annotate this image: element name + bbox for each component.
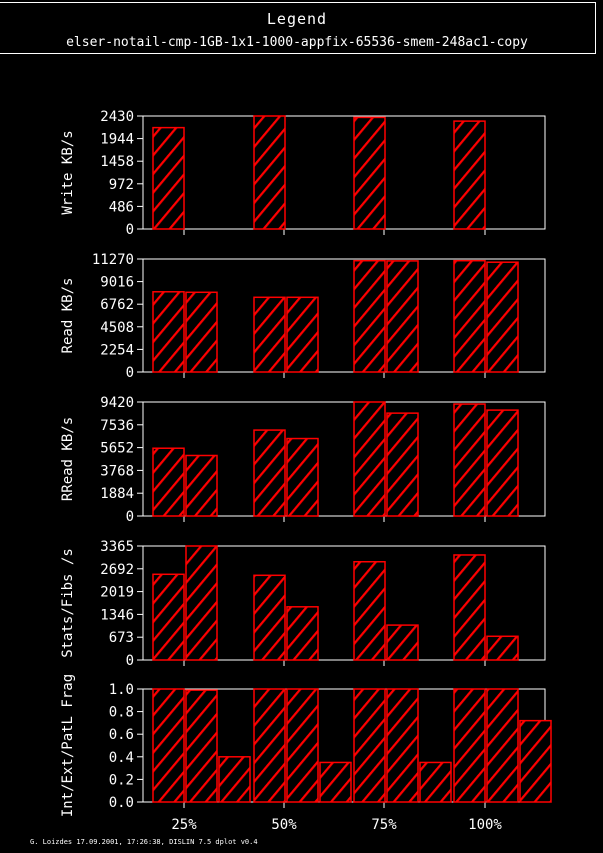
y-tick-label: 2254 xyxy=(100,342,134,358)
y-tick-label: 1884 xyxy=(100,486,134,502)
bar xyxy=(453,259,486,373)
bar xyxy=(286,296,319,373)
y-axis-label: Write KB/s xyxy=(60,130,76,214)
y-tick-label: 0 xyxy=(126,653,134,669)
y-tick-label: 2430 xyxy=(100,109,134,125)
bar xyxy=(519,719,552,803)
y-tick-label: 0.4 xyxy=(109,750,134,766)
bar xyxy=(286,688,319,803)
bar xyxy=(353,116,386,230)
bar xyxy=(185,454,218,517)
y-tick-label: 0 xyxy=(126,365,134,381)
bar xyxy=(152,688,185,803)
y-tick-label: 1.0 xyxy=(109,682,134,698)
y-tick-label: 0.2 xyxy=(109,772,134,788)
bar xyxy=(419,761,452,803)
bar xyxy=(486,635,519,661)
y-tick-label: 0.0 xyxy=(109,795,134,811)
x-tick-label: 75% xyxy=(371,817,397,833)
bar xyxy=(353,259,386,373)
bar xyxy=(386,260,419,373)
bar xyxy=(319,761,352,803)
bar xyxy=(253,429,286,517)
y-axis-label: Stats/Fibs /s xyxy=(60,548,76,658)
y-tick-label: 3365 xyxy=(100,539,134,555)
y-tick-label: 7536 xyxy=(100,418,134,434)
bar xyxy=(353,561,386,661)
plot-frame xyxy=(142,258,546,373)
bar xyxy=(486,261,519,373)
bar xyxy=(152,291,185,373)
bar xyxy=(453,554,486,661)
y-tick-label: 0.6 xyxy=(109,727,134,743)
x-tick-label: 50% xyxy=(271,817,297,833)
bar xyxy=(253,115,286,230)
y-tick-label: 2019 xyxy=(100,585,134,601)
y-tick-label: 2692 xyxy=(100,562,134,578)
bar xyxy=(253,574,286,661)
y-axis-label: Int/Ext/PatL Frag xyxy=(60,674,76,817)
bar xyxy=(453,688,486,803)
y-tick-label: 5652 xyxy=(100,441,134,457)
y-tick-label: 972 xyxy=(109,177,134,193)
bar xyxy=(453,403,486,517)
y-tick-label: 3768 xyxy=(100,463,134,479)
bar xyxy=(486,688,519,803)
bar xyxy=(152,573,185,661)
y-tick-label: 1346 xyxy=(100,607,134,623)
y-tick-label: 673 xyxy=(109,630,134,646)
bar xyxy=(253,296,286,373)
bar xyxy=(453,120,486,230)
bar xyxy=(353,401,386,517)
bar xyxy=(253,688,286,803)
legend-box: Legend elser-notail-cmp-1GB-1x1-1000-app… xyxy=(0,2,596,54)
bar xyxy=(386,688,419,803)
y-tick-label: 0 xyxy=(126,509,134,525)
bar xyxy=(152,126,185,230)
footer-credit: G. Loizdes 17.09.2001, 17:26:38, DISLIN … xyxy=(30,838,258,846)
y-axis-label: Read KB/s xyxy=(60,278,76,354)
bar xyxy=(152,447,185,517)
y-tick-label: 11270 xyxy=(92,252,134,268)
plot-frame xyxy=(142,401,546,517)
bar xyxy=(286,437,319,517)
y-tick-label: 9016 xyxy=(100,275,134,291)
y-tick-label: 4508 xyxy=(100,320,134,336)
bar xyxy=(218,756,251,803)
bar xyxy=(353,688,386,803)
y-tick-label: 1458 xyxy=(100,154,134,170)
bar xyxy=(386,412,419,517)
y-tick-label: 0 xyxy=(126,222,134,238)
y-axis-label: RRead KB/s xyxy=(60,417,76,501)
bar xyxy=(185,545,218,661)
plot-frame xyxy=(142,115,546,230)
x-tick-label: 25% xyxy=(171,817,197,833)
y-tick-label: 1944 xyxy=(100,132,134,148)
y-tick-label: 0.8 xyxy=(109,705,134,721)
x-tick-label: 100% xyxy=(468,817,502,833)
bar xyxy=(486,409,519,517)
bar xyxy=(185,689,218,803)
bar xyxy=(286,606,319,661)
y-tick-label: 486 xyxy=(109,199,134,215)
y-tick-label: 6762 xyxy=(100,297,134,313)
plot-frame xyxy=(142,545,546,661)
legend-title: Legend xyxy=(266,10,328,28)
legend-entry: elser-notail-cmp-1GB-1x1-1000-appfix-655… xyxy=(66,35,528,50)
bar xyxy=(386,624,419,661)
y-tick-label: 9420 xyxy=(100,395,134,411)
bar xyxy=(185,291,218,373)
